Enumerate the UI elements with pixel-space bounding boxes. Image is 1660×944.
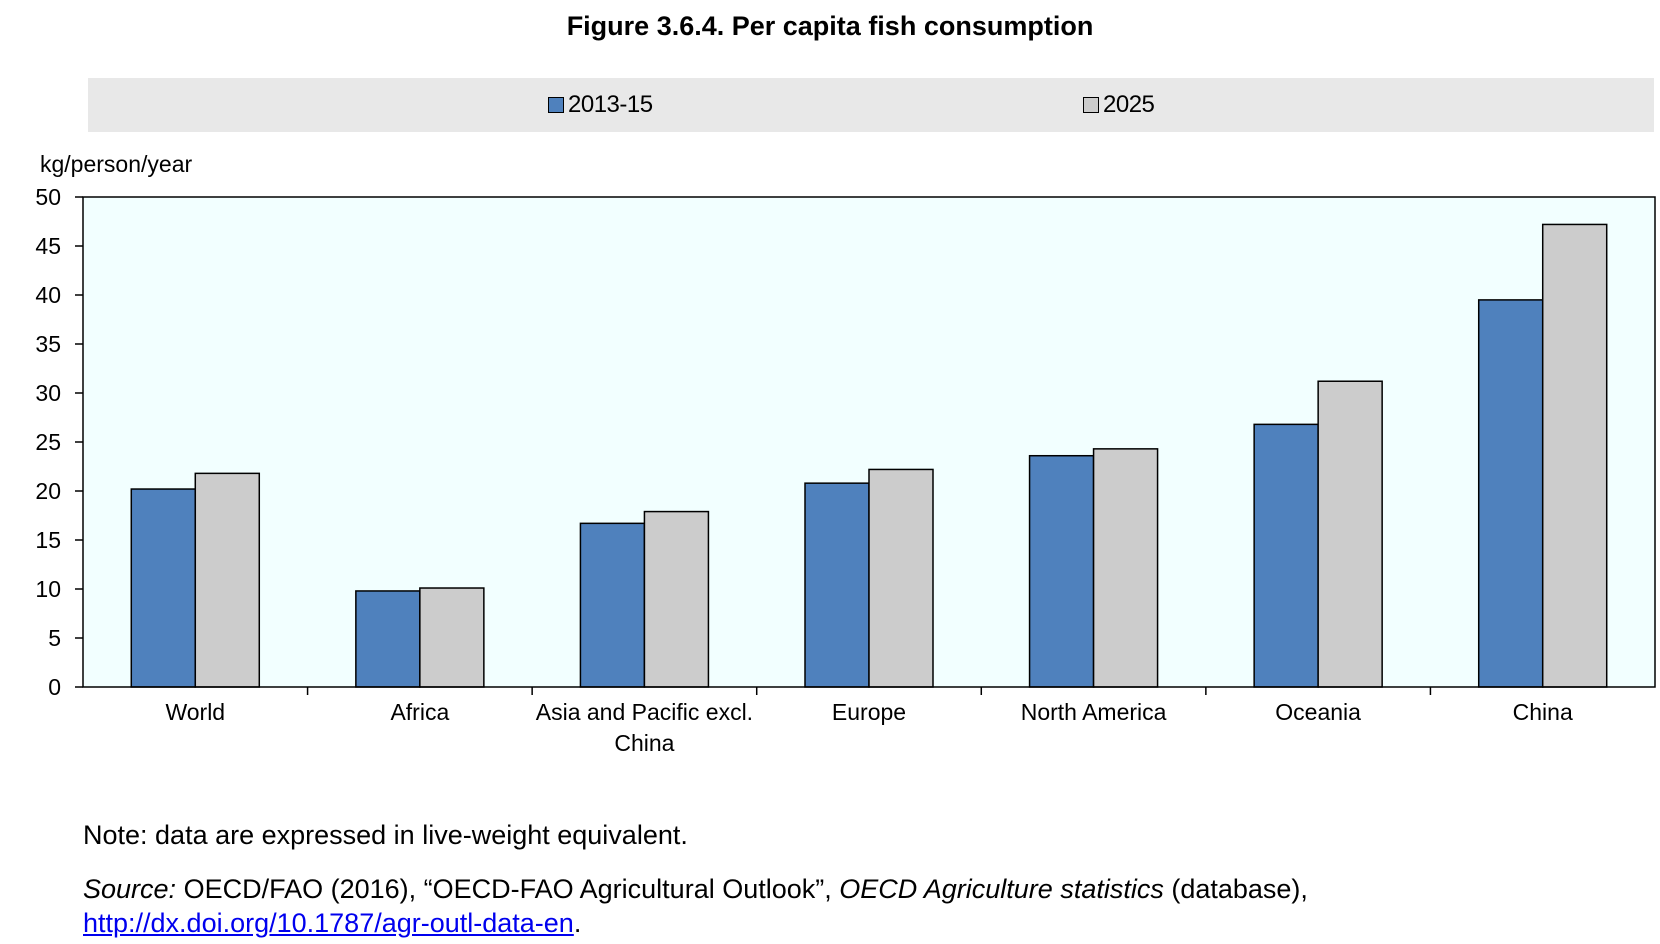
bar-series-1	[1028, 454, 1095, 688]
x-tick-label: Oceania	[1275, 699, 1361, 725]
bar-series-2	[643, 510, 710, 688]
x-tick-label: China	[1513, 699, 1573, 725]
bar-series-2	[419, 587, 485, 688]
bar-series-2	[1092, 448, 1159, 688]
chart-note: Note: data are expressed in live-weight …	[83, 820, 688, 850]
x-tick-label: Africa	[390, 699, 449, 725]
legend-item-series-1: 2013-15	[548, 78, 653, 132]
bar-chart: kg/person/year 0 5 10 15 20 25 30 35 40 45 50 World…	[35, 151, 1656, 756]
source-end: .	[573, 908, 582, 938]
bar-series-1	[1253, 423, 1319, 688]
y-tick-label: 45	[35, 233, 61, 259]
source-label: Source:	[83, 874, 177, 904]
y-axis-label: kg/person/year	[40, 151, 192, 177]
bar-series-1	[130, 488, 197, 688]
source-database-name: OECD Agriculture statistics	[839, 874, 1164, 904]
legend-label-series-2: 2025	[1103, 91, 1155, 118]
y-tick-label: 20	[35, 478, 61, 504]
y-tick-label: 0	[48, 674, 61, 700]
y-tick-label: 50	[35, 184, 61, 210]
y-tick-label: 15	[35, 527, 61, 553]
bar-series-2	[1317, 380, 1383, 688]
y-tick-label: 30	[35, 380, 61, 406]
legend-label-series-1: 2013-15	[568, 91, 653, 118]
y-tick-label: 10	[35, 576, 61, 602]
y-tick-label: 40	[35, 282, 61, 308]
source-link[interactable]: http://dx.doi.org/10.1787/agr-outl-data-…	[83, 908, 574, 938]
plot-area: 0 5 10 15 20 25 30 35 40 45 50 World Africa Asia and …	[35, 184, 1656, 756]
bar-series-2	[194, 472, 261, 688]
x-tick-label: World	[165, 699, 225, 725]
chart-legend: 2013-15 2025	[88, 78, 1654, 132]
y-tick-label: 5	[48, 625, 61, 651]
legend-swatch-series-1	[548, 97, 564, 113]
x-tick-label: Europe	[832, 699, 906, 725]
y-tick-label: 25	[35, 429, 61, 455]
bar-series-1	[1477, 299, 1544, 688]
plot-frame	[82, 196, 1656, 688]
source-text-2: (database),	[1163, 874, 1308, 904]
chart-source: Source: OECD/FAO (2016), “OECD-FAO Agric…	[83, 872, 1643, 940]
bar-series-1	[804, 482, 870, 688]
chart-title: Figure 3.6.4. Per capita fish consumptio…	[566, 11, 1094, 41]
bar-series-2	[868, 468, 934, 688]
legend-swatch-series-2	[1083, 97, 1099, 113]
x-tick-label: Asia and Pacific excl. China	[536, 699, 753, 756]
y-tick-label: 35	[35, 331, 61, 357]
x-tick-label: North America	[1021, 699, 1167, 725]
legend-item-series-2: 2025	[1083, 78, 1155, 132]
bar-series-1	[355, 590, 421, 688]
bar-series-2	[1541, 223, 1608, 688]
bar-series-1	[579, 522, 646, 688]
source-text-1: OECD/FAO (2016), “OECD-FAO Agricultural …	[176, 874, 840, 904]
